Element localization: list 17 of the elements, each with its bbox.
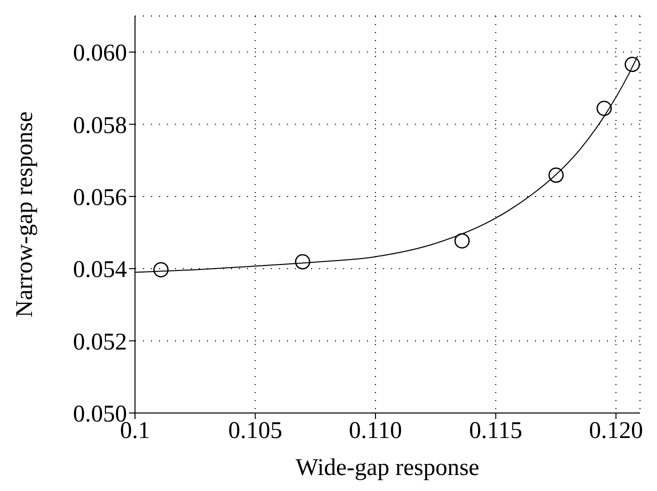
y-tick-label: 0.058 <box>73 112 127 139</box>
x-tick-label: 0.105 <box>228 418 282 444</box>
y-axis-title: Narrow-gap response <box>12 112 38 318</box>
y-tick-label: 0.056 <box>73 184 127 211</box>
x-tick-label: 0.120 <box>588 418 643 444</box>
point <box>153 262 169 278</box>
point <box>548 168 564 183</box>
point <box>596 100 612 116</box>
y-tick-label: 0.060 <box>73 40 127 67</box>
point <box>454 233 470 248</box>
y-tick-label: 0.052 <box>73 329 127 356</box>
y-tick-label: 0.054 <box>73 257 127 284</box>
x-tick-label: 0.110 <box>348 418 402 444</box>
point <box>294 254 310 270</box>
x-axis-title: Wide-gap response <box>296 455 480 481</box>
x-tick-label: 0.115 <box>469 418 522 444</box>
point <box>624 56 640 72</box>
